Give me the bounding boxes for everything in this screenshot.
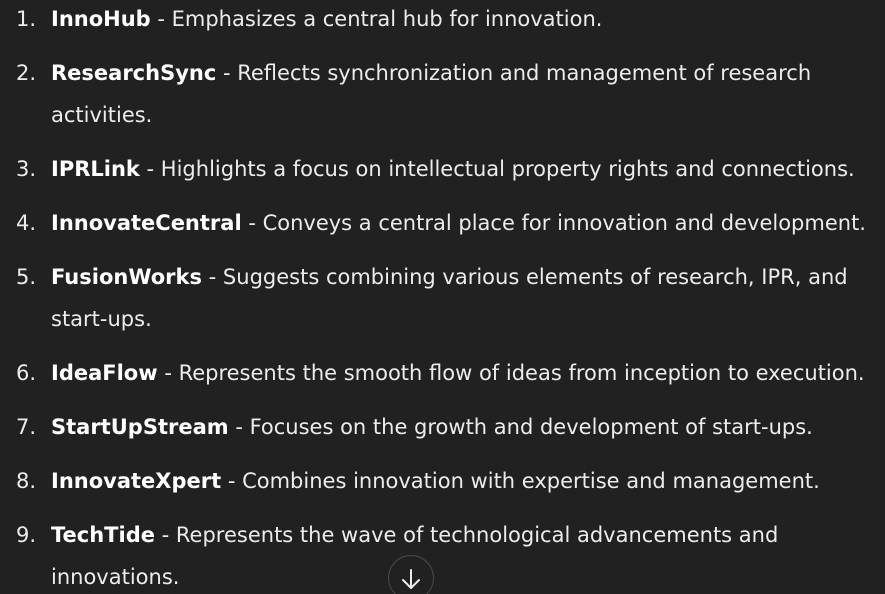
list-item-description: - Emphasizes a central hub for innovatio… — [150, 7, 603, 31]
list-item-text: ResearchSync - Reflects synchronization … — [51, 52, 866, 136]
scroll-to-bottom-button[interactable] — [388, 555, 434, 594]
list-item-number: 2. — [16, 61, 37, 85]
list-item-number: 7. — [16, 415, 37, 439]
list-item-description: - Represents the smooth flow of ideas fr… — [157, 361, 865, 385]
list-item-number: 3. — [16, 157, 37, 181]
list-item-number: 9. — [16, 523, 37, 547]
list-item-text: FusionWorks - Suggests combining various… — [51, 256, 866, 340]
list-item-text: IdeaFlow - Represents the smooth flow of… — [51, 352, 866, 394]
list-item-name: TechTide — [51, 523, 155, 547]
list-item-number: 1. — [16, 7, 37, 31]
list-item-description: - Highlights a focus on intellectual pro… — [139, 157, 855, 181]
list-item-name: StartUpStream — [51, 415, 229, 439]
list-item-description: - Reflects synchronization and managemen… — [51, 61, 812, 127]
list-item-description: - Suggests combining various elements of… — [51, 265, 848, 331]
list-item-name: ResearchSync — [51, 61, 217, 85]
list-item-number: 4. — [16, 211, 37, 235]
list-item-name: FusionWorks — [51, 265, 202, 289]
list-item-number: 5. — [16, 265, 37, 289]
list-item-text: InnovateCentral - Conveys a central plac… — [51, 202, 866, 244]
arrow-down-icon — [402, 569, 420, 589]
list-item-number: 6. — [16, 361, 37, 385]
list-item-description: - Combines innovation with expertise and… — [221, 469, 820, 493]
list-item-number: 8. — [16, 469, 37, 493]
list-item-name: InnovateXpert — [51, 469, 222, 493]
list-item-text: IPRLink - Highlights a focus on intellec… — [51, 148, 866, 190]
list-item-text: InnoHub - Emphasizes a central hub for i… — [51, 0, 866, 40]
list-item-name: InnoHub — [51, 7, 151, 31]
list-item-name: InnovateCentral — [51, 211, 242, 235]
list-item-description: - Focuses on the growth and development … — [228, 415, 813, 439]
list-item-name: IdeaFlow — [51, 361, 158, 385]
list-item-name: IPRLink — [51, 157, 140, 181]
list-item-description: - Represents the wave of technological a… — [51, 523, 779, 589]
list-item-description: - Conveys a central place for innovation… — [241, 211, 866, 235]
list-item-text: InnovateXpert - Combines innovation with… — [51, 460, 866, 502]
list-item-text: TechTide - Represents the wave of techno… — [51, 514, 866, 594]
list-item-text: StartUpStream - Focuses on the growth an… — [51, 406, 866, 448]
